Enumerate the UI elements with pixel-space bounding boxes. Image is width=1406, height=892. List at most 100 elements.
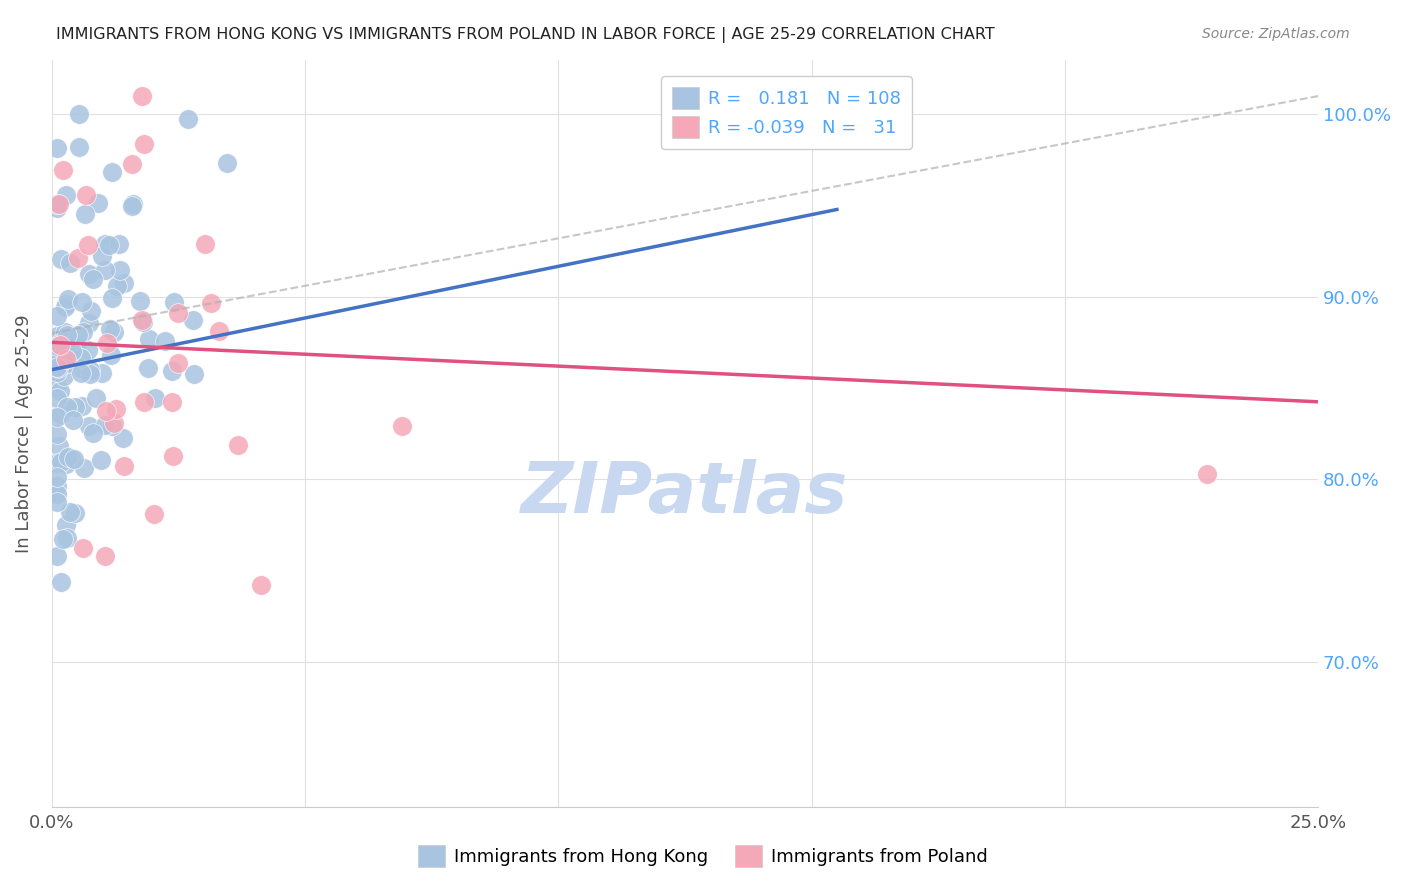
Point — [112, 276, 135, 290]
Point — [59, 256, 82, 270]
Y-axis label: In Labor Force | Age 25-29: In Labor Force | Age 25-29 — [15, 314, 32, 553]
Point — [162, 364, 184, 378]
Point — [107, 236, 129, 251]
Point — [45, 391, 67, 405]
Point — [48, 334, 70, 348]
Point — [96, 336, 118, 351]
Point — [46, 361, 69, 376]
Point — [84, 391, 107, 405]
Point — [107, 279, 129, 293]
Legend: Immigrants from Hong Kong, Immigrants from Poland: Immigrants from Hong Kong, Immigrants fr… — [411, 838, 995, 874]
Point — [69, 366, 91, 380]
Point — [226, 438, 249, 452]
Point — [162, 450, 184, 464]
Point — [70, 294, 93, 309]
Point — [70, 360, 93, 375]
Point — [55, 296, 77, 310]
Point — [60, 343, 83, 358]
Point — [82, 272, 104, 286]
Point — [110, 262, 132, 277]
Point — [103, 416, 125, 430]
Point — [80, 304, 103, 318]
Point — [70, 351, 93, 365]
Point — [46, 346, 69, 360]
Point — [45, 378, 67, 392]
Point — [194, 236, 217, 251]
Point — [49, 336, 72, 351]
Point — [45, 141, 67, 155]
Point — [67, 107, 90, 121]
Point — [103, 326, 125, 340]
Point — [249, 578, 271, 592]
Point — [77, 418, 100, 433]
Point — [177, 112, 200, 127]
Point — [208, 325, 231, 339]
Point — [45, 410, 67, 425]
Point — [70, 400, 93, 414]
Point — [136, 361, 159, 376]
Text: Source: ZipAtlas.com: Source: ZipAtlas.com — [1202, 27, 1350, 41]
Point — [46, 328, 69, 343]
Point — [55, 187, 77, 202]
Point — [101, 164, 124, 178]
Point — [55, 458, 77, 472]
Point — [52, 369, 75, 384]
Point — [1195, 467, 1218, 481]
Point — [45, 359, 67, 374]
Point — [122, 197, 145, 211]
Point — [98, 322, 121, 336]
Point — [65, 338, 87, 352]
Point — [131, 89, 153, 103]
Point — [55, 518, 77, 533]
Point — [104, 401, 127, 416]
Point — [132, 315, 155, 329]
Point — [155, 334, 177, 348]
Point — [121, 199, 143, 213]
Point — [53, 326, 76, 340]
Point — [59, 505, 82, 519]
Point — [121, 157, 143, 171]
Point — [90, 366, 112, 380]
Point — [63, 452, 86, 467]
Point — [96, 404, 118, 418]
Point — [56, 450, 79, 464]
Point — [45, 487, 67, 501]
Point — [48, 439, 70, 453]
Point — [59, 451, 82, 466]
Point — [45, 365, 67, 379]
Point — [67, 251, 90, 265]
Point — [200, 296, 222, 310]
Point — [94, 418, 117, 433]
Text: ZIPatlas: ZIPatlas — [522, 458, 849, 528]
Point — [97, 238, 120, 252]
Point — [52, 532, 75, 546]
Point — [49, 575, 72, 590]
Point — [129, 293, 152, 308]
Point — [100, 347, 122, 361]
Point — [45, 456, 67, 470]
Point — [82, 425, 104, 440]
Point — [56, 327, 79, 342]
Point — [56, 356, 79, 370]
Point — [48, 337, 70, 351]
Text: IMMIGRANTS FROM HONG KONG VS IMMIGRANTS FROM POLAND IN LABOR FORCE | AGE 25-29 C: IMMIGRANTS FROM HONG KONG VS IMMIGRANTS … — [56, 27, 995, 43]
Point — [48, 354, 70, 368]
Point — [56, 292, 79, 306]
Point — [79, 363, 101, 377]
Point — [132, 136, 155, 151]
Point — [73, 461, 96, 475]
Point — [55, 352, 77, 367]
Point — [49, 408, 72, 422]
Point — [79, 367, 101, 381]
Point — [45, 549, 67, 563]
Point — [45, 201, 67, 215]
Point — [131, 312, 153, 326]
Point — [183, 368, 205, 382]
Point — [72, 326, 94, 340]
Point — [62, 412, 84, 426]
Point — [91, 249, 114, 263]
Point — [77, 343, 100, 358]
Point — [49, 252, 72, 266]
Point — [143, 391, 166, 405]
Point — [45, 495, 67, 509]
